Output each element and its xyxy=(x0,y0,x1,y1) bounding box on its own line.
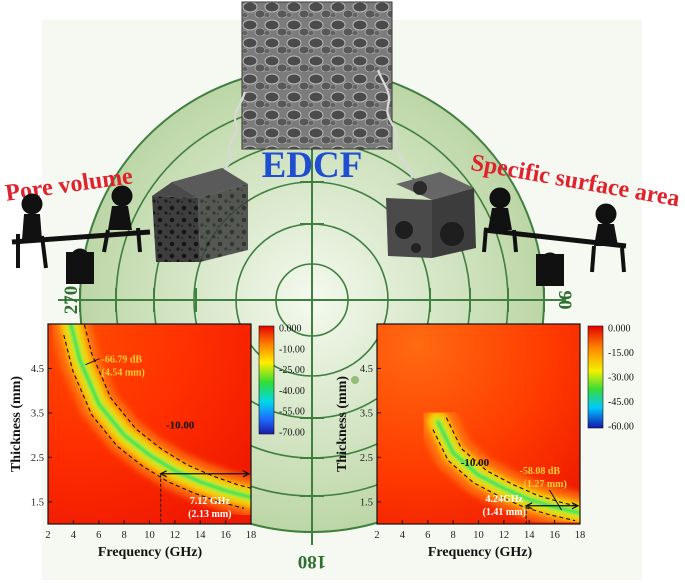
heatmap-left-ylabel: Thickness (mm) xyxy=(9,376,24,472)
colorbar-tick-label: -30.00 xyxy=(608,373,634,384)
x-tick-label: 6 xyxy=(425,530,430,541)
min-rl-label: -58.08 dB xyxy=(520,466,561,477)
colorbar-tick-label: -40.00 xyxy=(279,386,305,397)
x-tick-label: 10 xyxy=(144,530,155,541)
y-tick-label: 1.5 xyxy=(360,497,373,508)
heatmap-left-contour-line xyxy=(63,334,245,509)
x-tick-label: 10 xyxy=(473,530,484,541)
heatmap-right-xlabel: Frequency (GHz) xyxy=(428,545,533,560)
y-tick-label: 3.5 xyxy=(31,408,44,419)
bandwidth-thickness-label: (2.13 mm) xyxy=(188,509,231,520)
heatmap-right: 2 4 6 8 10 12 14 16 18 1.5 2.5 3.5 4.5 Frequency (G… xyxy=(335,323,634,560)
heatmap-left-colorbar xyxy=(258,325,275,435)
x-tick-label: 4 xyxy=(400,530,406,541)
colorbar-tick-label: 0.000 xyxy=(608,324,631,335)
x-tick-label: 8 xyxy=(451,530,456,541)
bandwidth-arrowhead-right xyxy=(571,502,580,510)
heatmap-left-ridge-core xyxy=(69,324,251,499)
degree-label-270: 270 xyxy=(61,286,82,315)
min-rl-label: -66.79 dB xyxy=(102,355,143,366)
colorbar-tick-label: -45.00 xyxy=(608,397,634,408)
x-tick-label: 2 xyxy=(374,530,379,541)
x-tick-label: 2 xyxy=(45,530,50,541)
degree-label-90: 90 xyxy=(554,291,575,310)
heatmap-left-xlabel: Frequency (GHz) xyxy=(98,545,203,560)
seesaw-right-icon xyxy=(482,187,627,286)
x-tick-label: 16 xyxy=(549,530,560,541)
colorbar-tick-label: -25.00 xyxy=(279,365,305,376)
bandwidth-arrowhead-right xyxy=(242,470,251,478)
x-tick-label: 18 xyxy=(575,530,586,541)
connector-left xyxy=(214,91,247,187)
y-tick-label: 3.5 xyxy=(360,408,373,419)
x-tick-label: 4 xyxy=(71,530,77,541)
x-tick-label: 14 xyxy=(524,530,535,541)
heatmap-left-contour-line xyxy=(83,324,251,489)
x-tick-label: 14 xyxy=(195,530,206,541)
y-tick-label: 4.5 xyxy=(360,364,373,375)
x-tick-label: 12 xyxy=(170,530,181,541)
x-tick-label: 12 xyxy=(499,530,510,541)
contour-label: -10.00 xyxy=(461,457,490,469)
min-rl-pointer xyxy=(85,358,100,366)
bandwidth-label: 4.24GHz xyxy=(485,494,523,505)
y-tick-label: 4.5 xyxy=(31,364,44,375)
min-rl-thickness-label: (4.54 mm) xyxy=(102,368,145,379)
center-label: EDCF xyxy=(262,145,363,186)
colorbar-tick-label: -55.00 xyxy=(279,407,305,418)
colorbar-tick-label: 0.000 xyxy=(279,324,302,335)
seesaw-left-icon xyxy=(11,185,151,284)
bandwidth-thickness-label: (1.41 mm) xyxy=(483,507,526,518)
min-rl-thickness-label: (1.27 mm) xyxy=(524,479,567,490)
heatmap-right-colorbar xyxy=(587,325,604,429)
bandwidth-label: 7.12 GHz xyxy=(190,496,231,507)
colorbar-tick-label: -15.00 xyxy=(608,348,634,359)
colorbar-tick-label: -60.00 xyxy=(608,422,634,433)
porous-cube-right xyxy=(386,172,476,258)
min-rl-pointer xyxy=(549,489,562,511)
degree-label-180: 180 xyxy=(298,551,327,572)
x-tick-label: 6 xyxy=(96,530,101,541)
y-tick-label: 2.5 xyxy=(360,453,373,464)
x-tick-label: 8 xyxy=(122,530,127,541)
contour-label: -10.00 xyxy=(166,419,195,431)
colorbar-tick-label: -70.00 xyxy=(279,428,305,439)
y-tick-label: 2.5 xyxy=(31,453,44,464)
porous-cube-left xyxy=(152,168,248,262)
y-tick-label: 1.5 xyxy=(31,497,44,508)
colorbar-tick-label: -10.00 xyxy=(279,344,305,355)
sem-micrograph xyxy=(241,1,393,150)
heatmap-right-ridge-core xyxy=(436,420,580,515)
x-tick-label: 18 xyxy=(246,530,257,541)
connector-right xyxy=(376,69,414,179)
heatmap-left: 2 4 6 8 10 12 14 16 18 1.5 2.5 3.5 4.5 Frequency (G… xyxy=(9,323,305,560)
heatmap-right-ylabel: Thickness (mm) xyxy=(335,376,350,472)
x-tick-label: 16 xyxy=(220,530,231,541)
target-dot-marker xyxy=(351,376,359,384)
